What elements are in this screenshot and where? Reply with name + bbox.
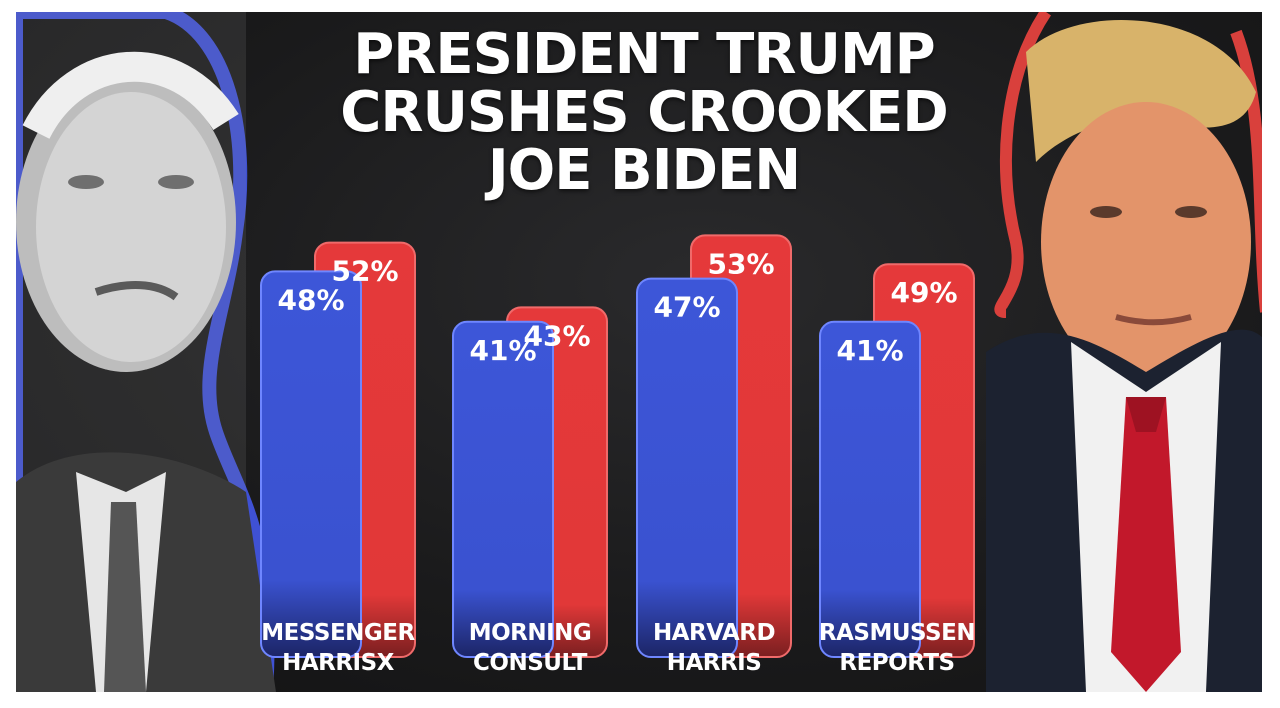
red-bar-label-3: 53% xyxy=(707,247,774,280)
red-bar-label-1: 52% xyxy=(331,255,398,288)
blue-bar-1 xyxy=(260,270,362,658)
category-label-1-line-2: HARRISX xyxy=(282,650,395,676)
category-label-4-line-1: RASMUSSEN xyxy=(819,620,975,646)
poll-bar-chart: 52%48%MESSENGERHARRISX43%41%MORNINGCONSU… xyxy=(260,234,976,676)
title-line-2: CRUSHES CROOKED xyxy=(340,80,949,145)
category-label-2-line-1: MORNING xyxy=(469,620,592,646)
category-label-3-line-2: HARRIS xyxy=(667,650,762,676)
category-label-1-line-1: MESSENGER xyxy=(261,620,415,646)
title-line-3: JOE BIDEN xyxy=(487,138,801,203)
left-portrait xyxy=(16,12,276,692)
blue-bar-label-2: 41% xyxy=(469,334,536,367)
blue-bar-label-4: 41% xyxy=(836,334,903,367)
category-label-3-line-1: HARVARD xyxy=(653,620,775,646)
blue-bar-3 xyxy=(636,277,738,658)
red-bar-label-4: 49% xyxy=(890,276,957,309)
blue-bar-4 xyxy=(819,320,921,658)
red-bar-label-2: 43% xyxy=(523,319,590,352)
blue-bar-label-1: 48% xyxy=(277,283,344,316)
blue-bar-label-3: 47% xyxy=(653,291,720,324)
category-label-4-line-2: REPORTS xyxy=(839,650,954,676)
poster-title: PRESIDENT TRUMP CRUSHES CROOKED JOE BIDE… xyxy=(216,26,1072,200)
blue-bar-2 xyxy=(452,320,554,658)
right-portrait xyxy=(986,12,1262,692)
title-line-1: PRESIDENT TRUMP xyxy=(353,22,935,87)
category-label-2-line-2: CONSULT xyxy=(473,650,588,676)
poster-frame: PRESIDENT TRUMP CRUSHES CROOKED JOE BIDE… xyxy=(16,12,1262,692)
